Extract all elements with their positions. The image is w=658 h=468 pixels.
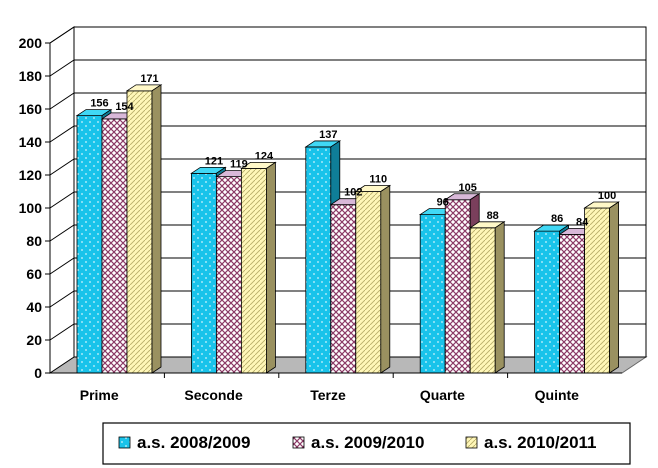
data-label: 105 [459, 182, 477, 194]
y-tick-label: 200 [19, 35, 43, 51]
data-label: 124 [255, 150, 274, 162]
y-tick-label: 160 [19, 101, 43, 117]
bar-side [380, 184, 391, 374]
bar-front [559, 233, 585, 374]
y-tick-label: 60 [26, 266, 42, 282]
legend-box [102, 422, 631, 465]
x-tick-label: Prime [80, 387, 119, 403]
bar-front [190, 172, 217, 374]
bar-front [534, 230, 560, 374]
data-label: 121 [205, 155, 223, 167]
bar-front [126, 90, 153, 374]
bar-front [419, 214, 446, 374]
bar-front [240, 167, 267, 374]
data-label: 88 [487, 210, 499, 222]
bar-side [494, 221, 505, 374]
legend: a.s. 2008/2009 a.s. 2009/2010 a.s. 2010/20… [102, 422, 631, 465]
x-tick-label: Quinte [535, 387, 580, 403]
bar-side [265, 161, 276, 374]
data-label: 137 [319, 129, 337, 141]
y-tick-label: 80 [26, 233, 42, 249]
legend-swatch [465, 436, 478, 449]
data-label: 110 [369, 174, 387, 186]
bar-front [330, 204, 357, 374]
y-tick-label: 120 [19, 167, 43, 183]
bar-front [215, 176, 242, 374]
bar-side [151, 84, 162, 374]
data-label: 100 [598, 190, 616, 202]
gridline [49, 125, 646, 143]
gridline [49, 59, 646, 77]
x-tick-label: Seconde [184, 387, 243, 403]
data-label: 154 [115, 101, 134, 113]
y-tick-label: 180 [19, 68, 43, 84]
y-tick-label: 20 [26, 332, 42, 348]
bar-front [469, 227, 496, 374]
y-axis: 0 20 40 60 80 100 120 140 160 180 200 [19, 35, 51, 381]
legend-label: a.s. 2010/2011 [484, 433, 597, 452]
data-label: 119 [230, 159, 248, 171]
legend-swatch [118, 436, 131, 449]
bar-front [76, 115, 103, 374]
x-axis: Prime Seconde Terze Quarte Quinte [50, 372, 622, 403]
y-tick-label: 100 [19, 200, 43, 216]
bars [75, 84, 620, 374]
legend-label: a.s. 2009/2010 [311, 433, 424, 452]
bar-front [355, 191, 382, 374]
legend-label: a.s. 2008/2009 [137, 433, 250, 452]
gridline [49, 191, 646, 209]
data-label: 171 [140, 73, 158, 85]
data-label: 96 [437, 197, 449, 209]
data-label: 156 [90, 98, 108, 110]
bar-front [584, 207, 610, 374]
gridline [49, 158, 646, 176]
y-tick-label: 40 [26, 299, 42, 315]
data-labels: 156 154 171 121 119 124 137 102 110 96 105 88 86 84 10… [90, 73, 616, 229]
legend-swatch [292, 436, 305, 449]
x-tick-label: Quarte [420, 387, 465, 403]
data-label: 102 [344, 187, 362, 199]
bar-front [444, 199, 471, 374]
y-tick-label: 140 [19, 134, 43, 150]
gridline [49, 92, 646, 110]
data-label: 84 [576, 216, 589, 228]
gridline [49, 26, 646, 44]
x-tick-label: Terze [310, 387, 346, 403]
y-tick-label: 0 [34, 365, 42, 381]
data-label: 86 [551, 213, 563, 225]
bar-front [305, 146, 332, 374]
bar-side [609, 201, 619, 374]
bar-front [101, 118, 128, 374]
